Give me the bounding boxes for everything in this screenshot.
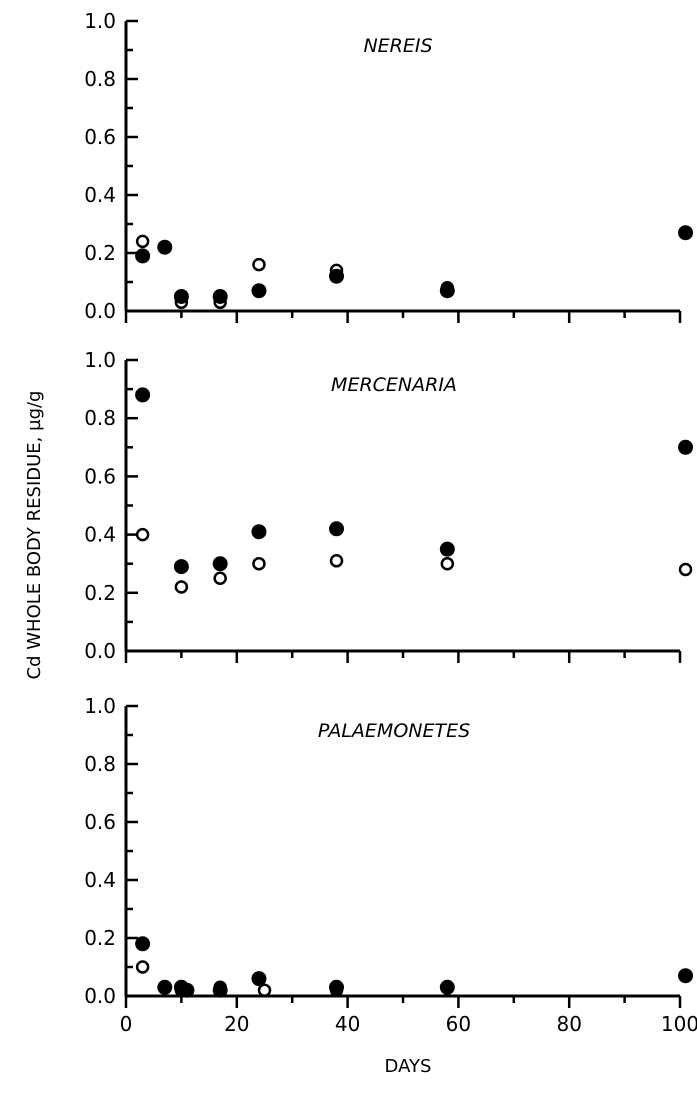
x-axis-title: DAYS xyxy=(385,1056,432,1077)
data-point-filled xyxy=(251,524,267,540)
data-point-open xyxy=(257,983,272,997)
y-axis-title: Cd WHOLE BODY RESIDUE, µg/g xyxy=(24,391,45,680)
y-tick-label: 0.2 xyxy=(84,581,116,605)
data-point-filled xyxy=(251,283,267,299)
data-point-open xyxy=(329,554,344,568)
y-tick-label: 0.8 xyxy=(84,67,116,91)
data-point-filled xyxy=(179,982,195,998)
data-point-open xyxy=(213,571,227,585)
data-point-open xyxy=(135,234,150,249)
data-point-filled xyxy=(251,971,267,987)
data-point-filled xyxy=(678,968,694,984)
data-point-filled xyxy=(678,439,694,455)
y-tick-label: 0.2 xyxy=(84,926,116,950)
y-tick-label: 0.0 xyxy=(84,984,116,1008)
y-tick-label: 0.6 xyxy=(84,810,116,834)
x-tick-label: 40 xyxy=(335,1012,360,1036)
chart-panels: 0.0 0.2 0.4 0.6 0.8 1.0 NEREIS 0.0 0.2 0.4 0.6 0.8 1… xyxy=(84,9,697,1036)
data-point-filled xyxy=(329,521,345,537)
panel-3: 0.0 0.2 0.4 0.6 0.8 1.0 0 20 40 60 80 100 PALAEMONET… xyxy=(84,694,697,1036)
y-tick-label: 0.4 xyxy=(84,868,116,892)
y-tick-label: 1.0 xyxy=(84,348,116,372)
data-point-filled xyxy=(439,979,455,995)
data-point-filled xyxy=(212,556,228,572)
data-point-filled xyxy=(173,559,189,575)
y-tick-label: 0.2 xyxy=(84,241,116,265)
y-tick-label: 0.8 xyxy=(84,752,116,776)
data-point-open xyxy=(135,527,150,542)
x-tick-label: 60 xyxy=(446,1012,471,1036)
y-tick-label: 0.6 xyxy=(84,125,116,149)
panel-1: 0.0 0.2 0.4 0.6 0.8 1.0 NEREIS xyxy=(84,9,694,323)
data-point-filled xyxy=(135,248,151,264)
x-tick-label: 20 xyxy=(224,1012,249,1036)
y-tick-label: 0.4 xyxy=(84,183,116,207)
data-point-open xyxy=(678,562,693,577)
data-point-filled xyxy=(678,225,694,241)
y-tick-label: 1.0 xyxy=(84,694,116,718)
y-tick-label: 0.6 xyxy=(84,464,116,488)
data-point-filled xyxy=(329,268,345,284)
x-tick-label: 80 xyxy=(556,1012,581,1036)
panel-title: MERCENARIA xyxy=(331,374,457,396)
data-point-open xyxy=(252,556,266,571)
data-point-filled xyxy=(212,289,228,304)
y-tick-label: 0.0 xyxy=(84,639,116,663)
data-point-filled xyxy=(173,289,189,304)
data-point-open xyxy=(135,960,150,974)
data-point-open xyxy=(440,556,455,571)
data-point-filled xyxy=(157,979,173,995)
y-tick-label: 0.0 xyxy=(84,299,116,323)
data-point-open xyxy=(174,580,189,594)
data-point-filled xyxy=(439,283,455,299)
data-point-filled xyxy=(157,239,173,255)
x-tick-label: 100 xyxy=(661,1012,697,1036)
y-tick-label: 0.4 xyxy=(84,523,116,547)
data-point-filled xyxy=(439,541,455,557)
panel-title: PALAEMONETES xyxy=(318,720,470,742)
data-point-filled xyxy=(135,936,151,952)
y-tick-label: 1.0 xyxy=(84,9,116,33)
y-tick-label: 0.8 xyxy=(84,406,116,430)
x-tick-label: 0 xyxy=(120,1012,133,1036)
data-point-filled xyxy=(212,982,228,998)
data-point-open xyxy=(252,257,266,272)
panel-2: 0.0 0.2 0.4 0.6 0.8 1.0 MERCENARIA xyxy=(84,348,694,663)
panel-title: NEREIS xyxy=(363,35,432,57)
data-point-filled xyxy=(329,979,345,995)
data-point-filled xyxy=(135,387,151,403)
